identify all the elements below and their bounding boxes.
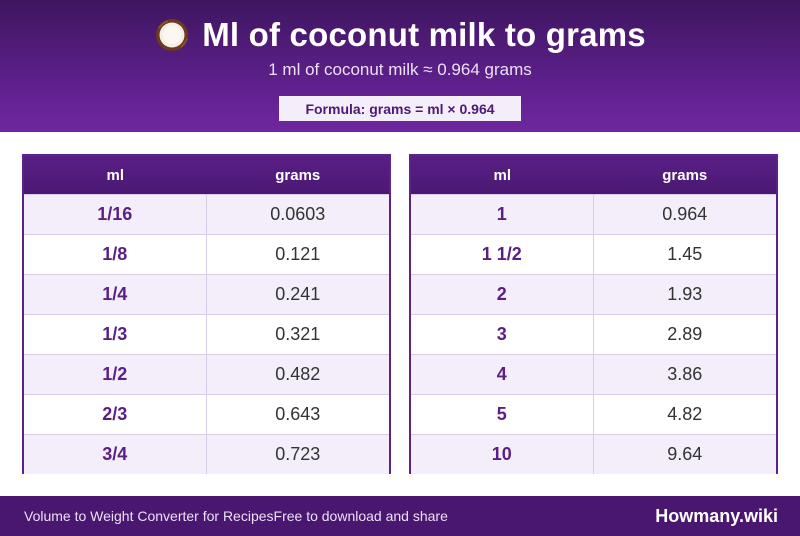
- formula-badge: Formula: grams = ml × 0.964: [279, 96, 521, 121]
- grams-cell: 0.321: [275, 324, 321, 344]
- brand-link[interactable]: Howmany.wiki: [655, 505, 778, 526]
- table-row: 10 9.64: [411, 434, 776, 474]
- ml-cell: 1/2: [24, 355, 207, 394]
- column-header-ml: ml: [106, 166, 124, 184]
- table-row: 3 2.89: [411, 314, 776, 354]
- page-title: Ml of coconut milk to grams: [202, 16, 646, 53]
- ml-cell: 1/4: [24, 275, 207, 314]
- ml-cell: 1 1/2: [411, 235, 594, 274]
- ml-cell: 1: [411, 195, 594, 234]
- ml-cell: 3: [411, 315, 594, 354]
- footer-share-label: Free to download and share: [273, 508, 448, 524]
- table-header: ml grams: [411, 156, 776, 194]
- footer-caption: Volume to Weight Converter for Recipes Fr…: [24, 496, 448, 536]
- table-body: 1 0.964 1 1/2 1.45 2 1.93 3 2.89 4 3.86 5 4.82…: [411, 194, 776, 474]
- ml-cell: 3/4: [24, 435, 207, 474]
- ml-cell: 4: [411, 355, 594, 394]
- footer-converter-label: Volume to Weight Converter for Recipes: [24, 508, 274, 524]
- ml-cell: 5: [411, 395, 594, 434]
- table-row: 1 1/2 1.45: [411, 234, 776, 274]
- grams-cell: 9.64: [667, 444, 703, 464]
- table-header: ml grams: [24, 156, 389, 194]
- ml-cell: 1/3: [24, 315, 207, 354]
- grams-cell: 1.93: [667, 284, 703, 304]
- ml-cell: 1/16: [24, 195, 207, 234]
- grams-cell: 0.964: [662, 204, 708, 224]
- ml-cell: 10: [411, 435, 594, 474]
- table-row: 1/2 0.482: [24, 354, 389, 394]
- subtitle: 1 ml of coconut milk ≈ 0.964 grams: [268, 60, 532, 79]
- coconut-icon: [156, 19, 189, 51]
- grams-cell: 1.45: [667, 244, 703, 264]
- ml-cell: 2/3: [24, 395, 207, 434]
- table-row: 2 1.93: [411, 274, 776, 314]
- table-row: 1 0.964: [411, 194, 776, 234]
- grams-cell: 0.0603: [270, 204, 326, 224]
- grams-cell: 0.241: [275, 284, 321, 304]
- grams-cell: 0.121: [275, 244, 321, 264]
- grams-cell: 0.482: [275, 364, 321, 384]
- table-row: 1/8 0.121: [24, 234, 389, 274]
- table-row: 4 3.86: [411, 354, 776, 394]
- column-header-grams: grams: [662, 166, 708, 184]
- column-header-grams: grams: [275, 166, 321, 184]
- ml-cell: 2: [411, 275, 594, 314]
- ml-cell: 1/8: [24, 235, 207, 274]
- table-body: 1/16 0.0603 1/8 0.121 1/4 0.241 1/3 0.321 1/…: [24, 194, 389, 474]
- table-row: 1/4 0.241: [24, 274, 389, 314]
- table-row: 2/3 0.643: [24, 394, 389, 434]
- header: Ml of coconut milk to grams 1 ml of coco…: [0, 0, 800, 132]
- grams-cell: 2.89: [667, 324, 703, 344]
- conversion-table-left: ml grams 1/16 0.0603 1/8 0.121 1/4 0.241 1/…: [22, 154, 391, 474]
- grams-cell: 4.82: [667, 404, 703, 424]
- table-row: 5 4.82: [411, 394, 776, 434]
- footer: Volume to Weight Converter for Recipes Fr…: [0, 496, 800, 536]
- column-header-ml: ml: [493, 166, 511, 184]
- grams-cell: 3.86: [667, 364, 703, 384]
- table-row: 3/4 0.723: [24, 434, 389, 474]
- grams-cell: 0.723: [275, 444, 321, 464]
- grams-cell: 0.643: [275, 404, 321, 424]
- table-row: 1/3 0.321: [24, 314, 389, 354]
- title-row: Ml of coconut milk to grams: [0, 12, 800, 58]
- table-row: 1/16 0.0603: [24, 194, 389, 234]
